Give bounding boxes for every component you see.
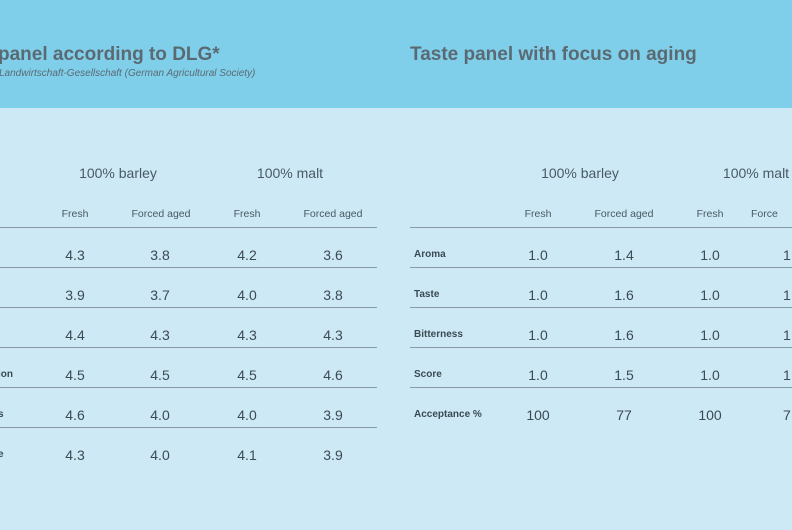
table-cell: 7: [783, 407, 791, 423]
table-cell: 4.2: [237, 247, 257, 263]
left-group-barley: 100% barley: [79, 165, 157, 181]
table-cell: 1: [783, 287, 791, 303]
row-label: s: [0, 409, 4, 420]
table-cell: 1: [783, 367, 791, 383]
right-panel-title: Taste panel with focus on aging: [410, 44, 697, 65]
right-sub-fresh-2: Fresh: [696, 208, 724, 220]
table-cell: 3.6: [323, 247, 343, 263]
row-label: ion: [0, 369, 13, 380]
table-cell: 4.5: [150, 367, 170, 383]
table-cell: 1.0: [528, 367, 548, 383]
row-divider: [0, 427, 377, 428]
row-divider: [0, 387, 377, 388]
row-label: Aroma: [414, 249, 446, 260]
row-label: Score: [414, 369, 442, 380]
table-cell: 4.4: [65, 327, 85, 343]
row-label: e: [0, 449, 4, 460]
left-sub-forced-1: Forced aged: [131, 208, 191, 220]
row-divider: [410, 267, 792, 268]
row-divider: [0, 267, 377, 268]
table-cell: 4.6: [65, 407, 85, 423]
table-cell: 4.0: [150, 447, 170, 463]
table-cell: 3.9: [65, 287, 85, 303]
table-cell: 3.8: [323, 287, 343, 303]
right-sub-forced-2: Force: [751, 208, 778, 220]
table-cell: 4.1: [237, 447, 257, 463]
table-cell: 4.6: [323, 367, 343, 383]
table-cell: 1.0: [528, 287, 548, 303]
table-cell: 1.5: [614, 367, 634, 383]
table-cell: 77: [616, 407, 632, 423]
row-divider: [0, 347, 377, 348]
table-cell: 100: [526, 407, 550, 423]
table-cell: 3.9: [323, 447, 343, 463]
table-cell: 1.0: [528, 247, 548, 263]
table-cell: 1.4: [614, 247, 634, 263]
table-cell: 1: [783, 327, 791, 343]
table-cell: 4.3: [237, 327, 257, 343]
table-cell: 4.3: [323, 327, 343, 343]
table-cell: 1.0: [528, 327, 548, 343]
table-cell: 4.0: [150, 407, 170, 423]
left-sub-fresh-2: Fresh: [233, 208, 261, 220]
left-sub-fresh-1: Fresh: [61, 208, 89, 220]
table-cell: 1.0: [700, 247, 720, 263]
row-label: Taste: [414, 289, 440, 300]
table-cell: 1.0: [700, 327, 720, 343]
right-group-malt: 100% malt: [722, 165, 790, 181]
right-sub-forced-1: Forced aged: [594, 208, 654, 220]
table-cell: 4.3: [150, 327, 170, 343]
table-cell: 1.6: [614, 327, 634, 343]
table-cell: 4.3: [65, 247, 85, 263]
row-label: Bitterness: [414, 329, 463, 340]
row-divider: [410, 347, 792, 348]
left-sub-forced-2: Forced aged: [303, 208, 363, 220]
table-cell: 3.9: [323, 407, 343, 423]
table-cell: 4.3: [65, 447, 85, 463]
table-cell: 4.5: [65, 367, 85, 383]
row-divider: [410, 387, 792, 388]
table-cell: 1.0: [700, 367, 720, 383]
right-sub-fresh-1: Fresh: [524, 208, 552, 220]
table-cell: 4.0: [237, 407, 257, 423]
row-divider: [0, 227, 377, 228]
table-cell: 4.5: [237, 367, 257, 383]
table-cell: 100: [698, 407, 722, 423]
table-cell: 1: [783, 247, 791, 263]
left-panel-title: panel according to DLG*: [0, 44, 220, 65]
left-panel-subtitle: Landwirtschaft-Gesellschaft (German Agri…: [0, 68, 256, 79]
table-cell: 1.6: [614, 287, 634, 303]
row-divider: [410, 307, 792, 308]
row-divider: [0, 307, 377, 308]
table-cell: 4.0: [237, 287, 257, 303]
row-label: Acceptance %: [414, 409, 482, 420]
table-cell: 3.8: [150, 247, 170, 263]
table-cell: 3.7: [150, 287, 170, 303]
row-divider: [410, 227, 792, 228]
left-group-malt: 100% malt: [256, 165, 324, 181]
header-band: [0, 0, 792, 108]
table-cell: 1.0: [700, 287, 720, 303]
right-group-barley: 100% barley: [541, 165, 619, 181]
